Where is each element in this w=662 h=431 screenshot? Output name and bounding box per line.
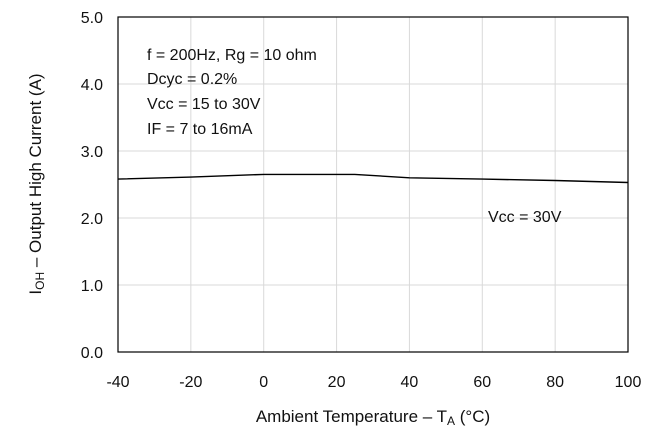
x-axis-title-suffix: (°C) [455,407,490,426]
series-label-vcc-30v: Vcc = 30V [488,209,562,226]
x-tick-label: 20 [328,374,346,391]
x-tick-labels: -40 -20 0 20 40 60 80 100 [106,374,641,391]
y-axis-title-prefix: I [26,290,45,295]
annotation-duty-cycle: Dcyc = 0.2% [147,71,237,88]
annotation-frequency: f = 200Hz, Rg = 10 ohm [147,47,317,64]
x-tick-label: -20 [179,374,202,391]
x-tick-label: 60 [473,374,491,391]
grid [118,17,628,352]
series-layer [117,173,629,184]
annotation-if-range: IF = 7 to 16mA [147,121,253,138]
y-tick-labels: 0.0 1.0 2.0 3.0 4.0 5.0 [81,10,103,362]
y-tick-label: 5.0 [81,10,103,27]
y-tick-label: 0.0 [81,345,103,362]
x-tick-label: 0 [259,374,268,391]
x-axis-title: Ambient Temperature – TA (°C) [256,407,490,428]
y-axis-title-suffix: – Output High Current (A) [26,73,45,271]
x-tick-label: 40 [401,374,419,391]
y-axis-title: IOH – Output High Current (A) [26,73,47,294]
series-line-vcc-30v [117,173,629,184]
annotation-block: f = 200Hz, Rg = 10 ohm Dcyc = 0.2% Vcc =… [147,47,317,138]
x-tick-label: 80 [546,374,564,391]
x-tick-label: -40 [106,374,129,391]
y-tick-label: 3.0 [81,144,103,161]
annotation-vcc-range: Vcc = 15 to 30V [147,96,261,113]
y-tick-label: 2.0 [81,211,103,228]
y-axis-title-subscript: OH [33,272,47,290]
plot-frame [117,16,629,353]
x-axis-title-subscript: A [447,414,455,428]
y-tick-label: 1.0 [81,278,103,295]
y-tick-label: 4.0 [81,77,103,94]
x-tick-label: 100 [615,374,642,391]
x-axis-title-prefix: Ambient Temperature – T [256,407,447,426]
